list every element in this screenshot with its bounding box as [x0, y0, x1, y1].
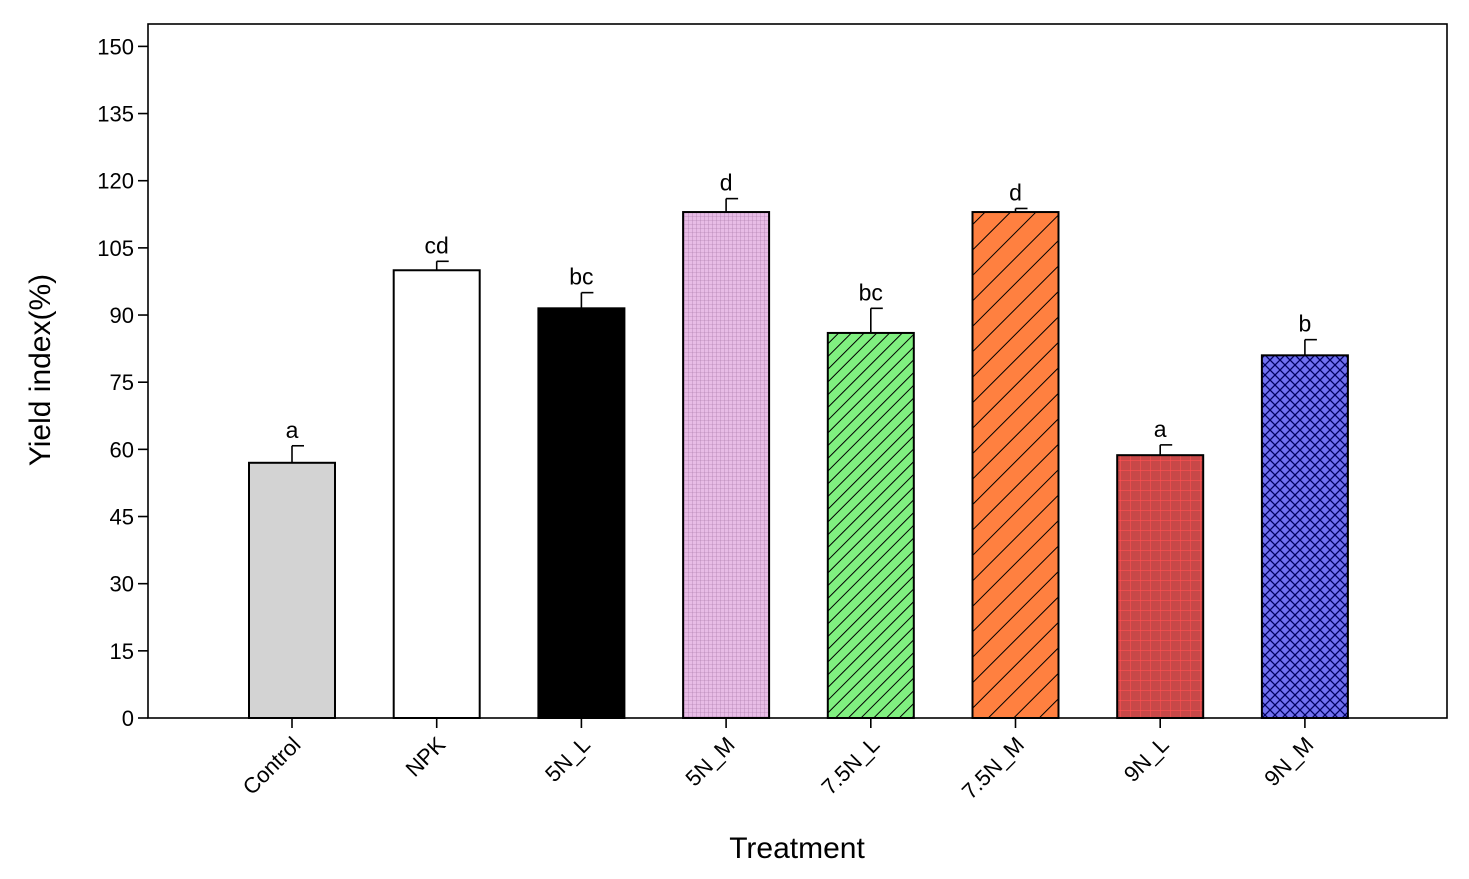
bar-control — [248, 461, 336, 720]
x-tick-label: 9N_L — [1119, 732, 1174, 787]
y-tick-label: 45 — [110, 505, 134, 530]
y-tick-label: 0 — [122, 706, 134, 731]
x-tick-label: NPK — [401, 732, 451, 782]
y-tick-label: 30 — [110, 572, 134, 597]
significance-label: b — [1299, 311, 1312, 337]
y-tick-label: 75 — [110, 370, 134, 395]
y-axis: 0 15 30 45 60 75 90 105 120 135 150 — [97, 34, 148, 731]
significance-label: bc — [859, 279, 883, 305]
significance-label: d — [720, 170, 733, 196]
significance-label: a — [1154, 416, 1167, 442]
bar-7-5n-m — [971, 211, 1060, 720]
bar-7-5n-l — [826, 331, 915, 719]
x-tick-label: Control — [238, 732, 306, 800]
x-axis: Control NPK 5N_L 5N_M 7.5N_L 7.5N_M 9N_L 9N_M — [238, 718, 1318, 804]
y-tick-label: 105 — [97, 236, 134, 261]
y-tick-label: 150 — [97, 34, 134, 59]
y-tick-label: 120 — [97, 169, 134, 194]
x-tick-label: 5N_M — [680, 732, 739, 791]
x-tick-label: 7.5N_M — [957, 732, 1029, 804]
bar-5n-l — [537, 307, 626, 719]
plot-frame — [147, 23, 1448, 719]
significance-label: bc — [569, 264, 593, 290]
y-tick-label: 135 — [97, 102, 134, 127]
bar-5n-m — [682, 211, 771, 720]
y-tick-label: 15 — [110, 639, 134, 664]
bar-9n-l — [1116, 454, 1205, 719]
significance-label: cd — [425, 232, 449, 258]
x-tick-label: 5N_L — [540, 732, 595, 787]
significance-label: d — [1009, 179, 1022, 205]
x-tick-label: 9N_M — [1259, 732, 1318, 791]
y-axis-title: Yield index(%) — [24, 274, 57, 466]
bars: a cd bc d bc d a b — [248, 170, 1349, 720]
plot-area — [147, 23, 1448, 719]
bar-npk — [392, 269, 481, 719]
x-axis-title: Treatment — [729, 832, 865, 865]
significance-label: a — [286, 417, 299, 443]
x-tick-label: 7.5N_L — [816, 732, 884, 800]
y-tick-label: 90 — [110, 303, 134, 328]
y-tick-label: 60 — [110, 437, 134, 462]
bar-9n-m — [1260, 354, 1349, 719]
